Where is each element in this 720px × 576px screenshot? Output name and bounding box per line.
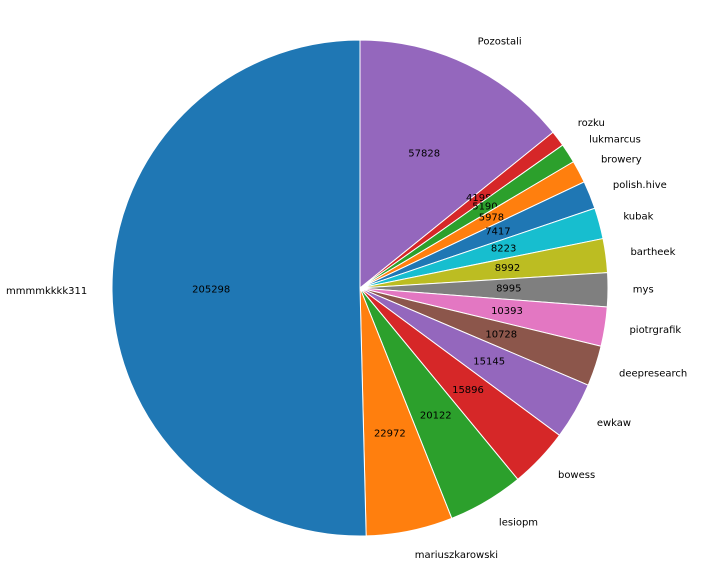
pie-category-label-mmmmkkkk311: mmmmkkkk311 [6, 286, 87, 297]
pie-category-label-mys: mys [633, 285, 654, 296]
pie-value-label-piotrgrafik: 10393 [491, 306, 523, 317]
pie-category-label-deepresearch: deepresearch [619, 368, 687, 379]
pie-category-label-polish-hive: polish.hive [613, 180, 667, 191]
pie-value-label-rozku: 4198 [466, 193, 491, 204]
pie-value-label-pozostali: 57828 [408, 148, 440, 159]
pie-category-label-browery: browery [601, 155, 642, 166]
pie-value-label-mariuszkarowski: 22972 [374, 428, 406, 439]
pie-category-label-bowess: bowess [558, 470, 595, 481]
pie-value-label-deepresearch: 10728 [485, 329, 517, 340]
pie-value-label-bartheek: 8992 [495, 263, 520, 274]
pie-value-label-kubak: 8223 [491, 244, 516, 255]
pie-category-label-lukmarcus: lukmarcus [589, 134, 641, 145]
pie-value-label-polish-hive: 7417 [485, 227, 510, 238]
pie-category-label-ewkaw: ewkaw [597, 418, 631, 429]
pie-value-label-ewkaw: 15145 [473, 356, 505, 367]
pie-slice-pozostali [359, 39, 554, 290]
pie-value-label-lukmarcus: 5190 [472, 202, 497, 213]
pie-category-label-lesiopm: lesiopm [499, 517, 538, 528]
pie-value-label-mys: 8995 [496, 284, 521, 295]
pie-category-label-bartheek: bartheek [630, 247, 675, 258]
pie-category-label-piotrgrafik: piotrgrafik [629, 325, 681, 336]
pie-value-label-bowess: 15896 [452, 385, 484, 396]
pie-slice-mmmmkkkk311 [111, 39, 367, 537]
pie-category-label-kubak: kubak [623, 211, 653, 222]
pie-category-label-rozku: rozku [578, 118, 605, 129]
pie-category-label-mariuszkarowski: mariuszkarowski [415, 550, 498, 561]
pie-value-label-browery: 5978 [479, 213, 504, 224]
pie-category-label-pozostali: Pozostali [478, 36, 522, 47]
pie-value-label-mmmmkkkk311: 205298 [192, 284, 230, 295]
pie-value-label-lesiopm: 20122 [420, 411, 452, 422]
